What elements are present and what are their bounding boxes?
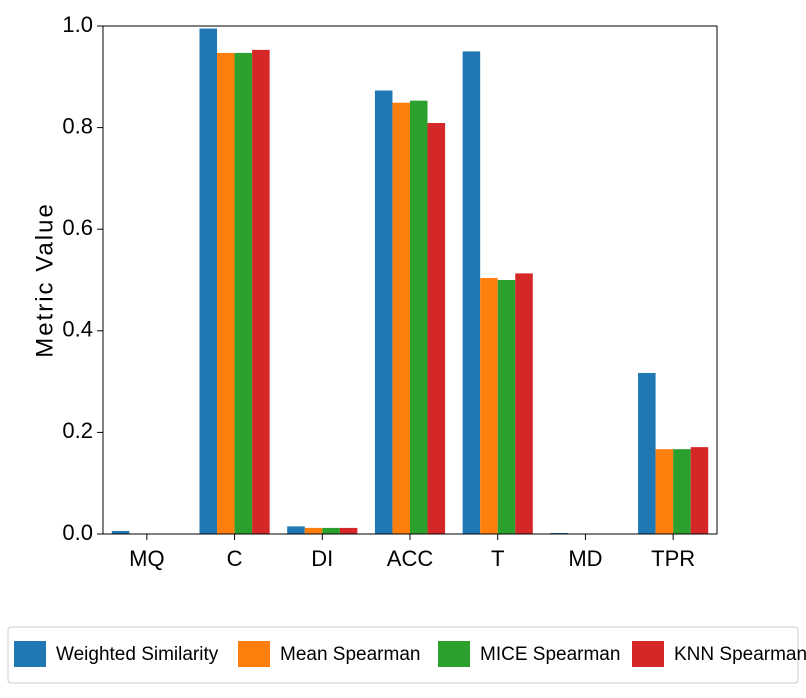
bar (515, 273, 533, 534)
y-tick-label: 0.2 (62, 418, 93, 443)
bar (322, 527, 340, 534)
legend-swatch (14, 641, 46, 667)
y-axis-label: Metric Value (31, 202, 58, 358)
bar (480, 277, 498, 534)
bar (199, 28, 218, 534)
y-tick-label: 1.0 (62, 12, 93, 37)
bar (427, 123, 446, 534)
y-tick-label: 0.4 (62, 317, 93, 342)
legend-box (7, 626, 799, 684)
bar (234, 52, 253, 534)
bar (497, 280, 516, 534)
x-tick-label: MQ (129, 546, 164, 571)
legend-label: MICE Spearman (480, 644, 620, 665)
bar (410, 100, 428, 535)
bar (217, 52, 235, 534)
bar (339, 527, 358, 534)
bar (374, 90, 393, 535)
legend-label: Mean Spearman (280, 644, 420, 665)
legend-label: Weighted Similarity (56, 644, 219, 665)
x-tick-label: ACC (387, 546, 434, 571)
y-tick-label: 0.6 (62, 215, 93, 240)
bar (111, 530, 130, 534)
legend-swatch (632, 641, 664, 667)
bar (655, 449, 674, 534)
x-tick-label: C (227, 546, 243, 571)
x-tick-label: DI (311, 546, 333, 571)
plot-frame (102, 25, 718, 535)
legend-label: KNN Spearman (674, 644, 806, 665)
bar (690, 447, 709, 534)
x-tick-label: T (491, 546, 504, 571)
bar (673, 449, 691, 534)
bar (252, 49, 270, 534)
bar (550, 532, 568, 534)
legend-swatch (238, 641, 270, 667)
bar (304, 527, 323, 534)
bar (392, 102, 410, 534)
legend-swatch (438, 641, 470, 667)
y-tick-label: 0.0 (62, 520, 93, 545)
x-tick-label: TPR (651, 546, 695, 571)
bar (287, 526, 305, 534)
bar (638, 372, 656, 534)
bar (462, 51, 481, 535)
y-tick-label: 0.8 (62, 113, 93, 138)
x-tick-label: MD (568, 546, 602, 571)
